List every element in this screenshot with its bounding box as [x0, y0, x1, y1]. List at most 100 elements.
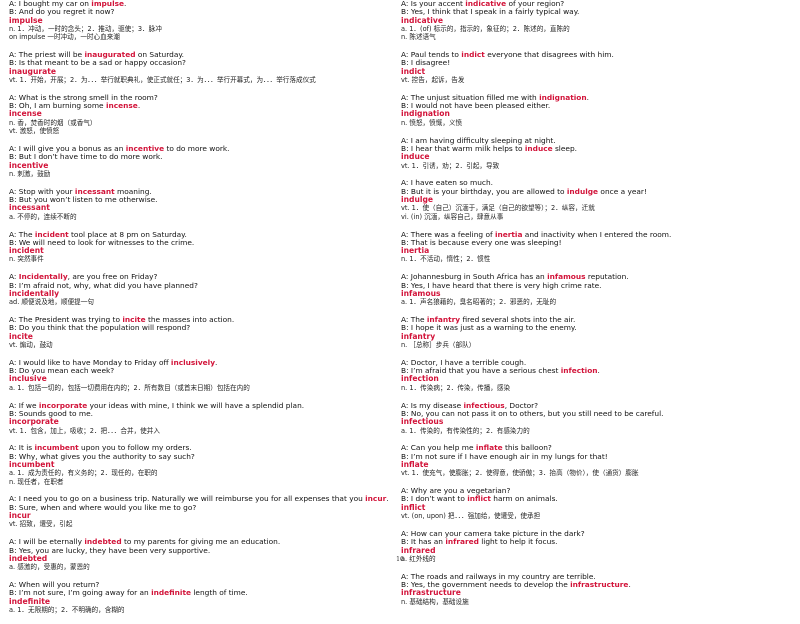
vocab-entry: A: Is your accent indicative of your reg…	[401, 0, 789, 41]
highlighted-word: indulge	[566, 187, 599, 196]
dialogue-text: A: Is my disease	[401, 401, 464, 410]
vocab-entry: A: I need you to go on a business trip. …	[9, 495, 397, 528]
dialogue-text: B: Yes, I have heard that there is very …	[401, 281, 602, 290]
dialogue-text: B: No, you can not pass it on to others,…	[401, 409, 664, 418]
headword: infectious	[401, 418, 444, 427]
dialogue-text: length of time.	[191, 589, 248, 598]
definition: vt. 激怒，使愤怒	[9, 127, 60, 136]
dialogue-line: B: Yes, I think that I speak in a fairly…	[401, 8, 789, 16]
definition: n. 陈述语气	[401, 33, 436, 42]
dialogue-line: A: I bought my car on impulse.	[9, 0, 397, 8]
vocab-entry: A: Can you help me inflate this balloon?…	[401, 444, 789, 477]
vocab-entry: A: I will give you a bonus as an incenti…	[9, 145, 397, 178]
highlighted-word: induce	[524, 144, 553, 153]
definition: vt. 1．使（自己）沉湎于，满足（自己的欲望等）；2．纵容，迁就	[401, 204, 595, 213]
dialogue-line: B: I hope it was just as a warning to th…	[401, 324, 789, 332]
dialogue-text: A: Paul tends to	[401, 51, 462, 60]
dialogue-text: .	[137, 102, 141, 111]
dialogue-line: A: Is your accent indicative of your reg…	[401, 0, 789, 8]
dialogue-line: A: The roads and railways in my country …	[401, 573, 789, 581]
headword: indulge	[401, 196, 434, 205]
definition: vt. 控告，起诉，告发	[401, 75, 465, 84]
vocab-entry: A: I will be eternally indebted to my pa…	[9, 538, 397, 571]
vocab-entry: A: The unjust situation filled me with i…	[401, 94, 789, 127]
dialogue-text: A: What is the strong smell in the room?	[9, 93, 158, 102]
definition: vi. (in) 沉湎，纵容自己，肆意从事	[401, 212, 504, 221]
dialogue-line: A: The priest will be inaugurated on Sat…	[9, 51, 397, 59]
dialogue-text: harm on animals.	[490, 495, 558, 504]
dialogue-text: A: I would like to have Monday to Friday…	[9, 358, 171, 367]
dialogue-text: B: Sounds good to me.	[9, 409, 94, 418]
definition: vt. 1．包含，加上，吸收；2．把．．．合并，使并入	[9, 426, 160, 435]
vocab-entry: A: Paul tends to indict everyone that di…	[401, 51, 789, 84]
definition: n. 刺激，鼓励	[9, 169, 51, 178]
definition: a. 1．包括一切的，包括一切费用在内的；2．所有数目（或首末日期）包括在内的	[9, 383, 250, 392]
vocab-entry: A: The roads and railways in my country …	[401, 573, 789, 606]
dialogue-line: A: Doctor, I have a terrible cough.	[401, 359, 789, 367]
dialogue-line: A: Why are you a vegetarian?	[401, 487, 789, 495]
dialogue-text: upon you to follow my orders.	[78, 444, 192, 453]
headword: inaugurate	[9, 67, 57, 76]
highlighted-word: infamous	[547, 273, 586, 282]
headword: indignation	[401, 110, 450, 119]
dialogue-text: B: I would not have been pleased either.	[401, 102, 551, 111]
dialogue-text: A: I have eaten so much.	[401, 179, 494, 188]
dialogue-text: A: The unjust situation filled me with	[401, 93, 540, 102]
headword: incentive	[9, 161, 49, 170]
dialogue-text: B: Yes, I think that I speak in a fairly…	[401, 8, 580, 17]
vocab-entry: A: It is incumbent upon you to follow my…	[9, 444, 397, 485]
definition: n. 1．不活动，惰性；2．惯性	[401, 255, 491, 264]
dialogue-line: A: I have eaten so much.	[401, 179, 789, 187]
highlighted-word: inaugurated	[84, 51, 136, 60]
definition: a. 1．声名狼藉的，臭名昭著的；2．邪恶的，无耻的	[401, 298, 557, 307]
dialogue-line: A: The unjust situation filled me with i…	[401, 94, 789, 102]
dialogue-line: A: I would like to have Monday to Friday…	[9, 359, 397, 367]
dialogue-line: B: And do you regret it now?	[9, 8, 397, 16]
dialogue-text: the masses into action.	[145, 316, 235, 325]
dialogue-line: A: Johannesburg in South Africa has an i…	[401, 273, 789, 281]
dialogue-line: A: The incident tool place at 8 pm on Sa…	[9, 231, 397, 239]
vocab-entry: A: If we incorporate your ideas with min…	[9, 402, 397, 435]
vocab-entry: A: I am having difficulty sleeping at ni…	[401, 137, 789, 170]
dialogue-text: A: I will be eternally	[9, 538, 85, 547]
dialogue-text: B: I disagree!	[401, 59, 451, 68]
dialogue-text: tool place at 8 pm on Saturday.	[68, 230, 187, 239]
dialogue-line: B: Do you think that the population will…	[9, 324, 397, 332]
highlighted-word: infrastructure	[570, 581, 629, 590]
dialogue-text: .	[386, 495, 389, 504]
dialogue-text: , Doctor?	[504, 401, 539, 410]
dialogue-text: A: When will you return?	[9, 581, 100, 590]
dialogue-text: light to help it focus.	[478, 538, 558, 547]
highlighted-word: infection	[560, 367, 598, 376]
dialogue-text: reputation.	[585, 273, 629, 282]
vocab-entry: A: The President was trying to incite th…	[9, 316, 397, 349]
dialogue-line: B: Oh, I am burning some incense.	[9, 102, 397, 110]
definition: n. 1．传染病；2．传染，传播，感染	[401, 383, 511, 392]
definition: n. 突然事件	[9, 255, 44, 264]
dialogue-text: , are you free on Friday?	[67, 273, 158, 282]
vocab-entry: A: I bought my car on impulse. B: And do …	[9, 0, 397, 41]
dialogue-text: B: I’m afraid that you have a serious ch…	[401, 367, 561, 376]
dialogue-line: B: I’m afraid not, why, what did you hav…	[9, 282, 397, 290]
dialogue-line: B: Yes, you are lucky, they have been ve…	[9, 547, 397, 555]
dialogue-text: B: We will need to look for witnesses to…	[9, 238, 195, 247]
dialogue-line: B: Is that meant to be a sad or happy oc…	[9, 59, 397, 67]
headword: incense	[9, 110, 42, 119]
definition: vt. 1．引诱，劝；2．引起，导致	[401, 161, 500, 170]
dialogue-line: A: I am having difficulty sleeping at ni…	[401, 137, 789, 145]
dialogue-line: B: I would not have been pleased either.	[401, 102, 789, 110]
dialogue-line: B: I don’t want to inflict harm on anima…	[401, 495, 789, 503]
vocab-entry: A: Incidentally, are you free on Friday?…	[9, 273, 397, 306]
definition: n. 基础结构，基础设施	[401, 597, 469, 606]
dialogue-line: A: What is the strong smell in the room?	[9, 94, 397, 102]
dialogue-text: A: I bought my car on	[9, 0, 92, 8]
dialogue-line: B: But it is your birthday, you are allo…	[401, 188, 789, 196]
definition: vt. (on, upon) 把．．．强加给，使遭受，使承担	[401, 512, 541, 521]
highlighted-word: incorporate	[38, 401, 88, 410]
highlighted-word: indefinite	[151, 589, 191, 598]
headword: indefinite	[9, 597, 51, 606]
dialogue-text: B: But I don’t have time to do more work…	[9, 153, 163, 162]
dialogue-line: B: We will need to look for witnesses to…	[9, 239, 397, 247]
dialogue-text: B: Why, what gives you the authority to …	[9, 452, 195, 461]
highlighted-word: infantry	[426, 316, 461, 325]
